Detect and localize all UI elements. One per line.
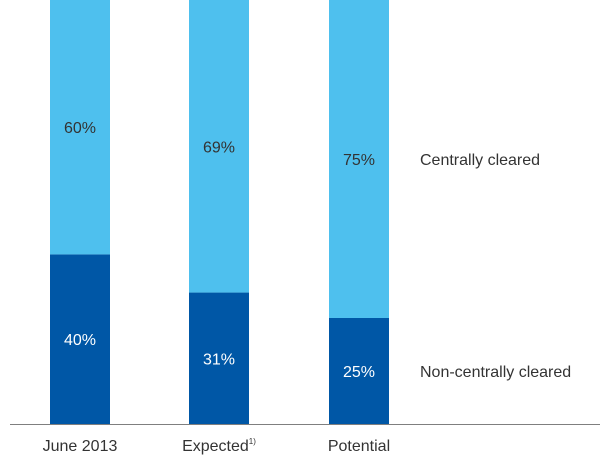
category-label-text: Expected: [182, 438, 249, 455]
category-label: Potential: [328, 438, 390, 455]
bars-group: [50, 0, 389, 424]
bar-segment-non-centrally-cleared-2: [329, 318, 389, 424]
bar-value-label: 60%: [64, 120, 96, 137]
category-label-text: June 2013: [43, 438, 118, 455]
bar-segment-non-centrally-cleared-1: [189, 292, 249, 424]
bar-value-label: 40%: [64, 332, 96, 349]
bar-segment-centrally-cleared-0: [50, 0, 110, 255]
legend-label-centrally-cleared: Centrally cleared: [420, 152, 540, 169]
category-labels-group: June 2013 Expected1) Potential: [43, 437, 391, 455]
legend-label-non-centrally-cleared: Non-centrally cleared: [420, 364, 571, 381]
bar-segment-non-centrally-cleared-0: [50, 254, 110, 424]
bar-segment-centrally-cleared-2: [329, 0, 389, 318]
bar-value-label: 25%: [343, 364, 375, 381]
category-label: Expected1): [182, 437, 256, 455]
category-label-text: Potential: [328, 438, 390, 455]
segment-labels-group: 40% 60% 31% 69% 25% 75%: [64, 120, 375, 381]
bar-value-label: 69%: [203, 139, 235, 156]
bar-value-label: 31%: [203, 351, 235, 368]
bar-segment-centrally-cleared-1: [189, 0, 249, 293]
bar-value-label: 75%: [343, 152, 375, 169]
legend-group: Non-centrally cleared Centrally cleared: [420, 152, 571, 381]
category-footnote-marker: 1): [249, 437, 256, 446]
category-label: June 2013: [43, 438, 118, 455]
